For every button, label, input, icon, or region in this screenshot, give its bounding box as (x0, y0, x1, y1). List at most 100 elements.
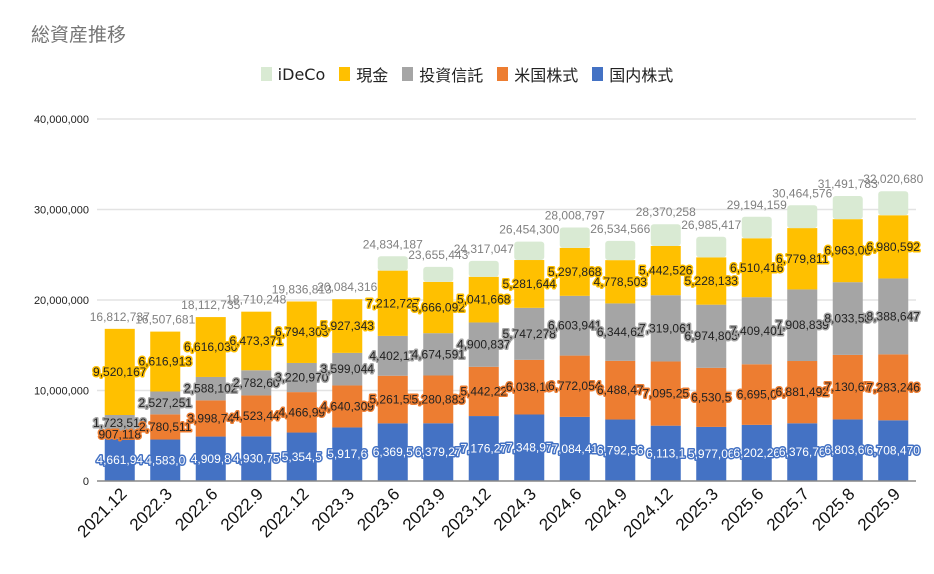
data-label: 6,379,27 (415, 445, 462, 459)
total-label: 26,534,566 (590, 222, 650, 236)
x-tick-label: 2025.9 (854, 484, 904, 534)
data-label: 6,803,66 (824, 443, 871, 457)
data-label: 4,523,44 (233, 409, 280, 423)
bar-segment (605, 419, 636, 481)
legend-item-ideco[interactable]: iDeCo (260, 62, 325, 86)
y-tick-label: 10,000,000 (34, 386, 89, 398)
legend-swatch-cash (339, 67, 351, 81)
bar-segment (605, 303, 636, 361)
bar-segment (195, 317, 226, 377)
x-tick-label: 2024.6 (535, 484, 585, 534)
bar-segment (741, 364, 772, 425)
bar-segment (377, 375, 408, 424)
total-label: 20,084,316 (317, 280, 377, 294)
bar-segment (241, 395, 272, 437)
bar-segment (650, 425, 681, 481)
data-label: 3,998,74 (187, 411, 234, 425)
data-label: 2,780,511 (139, 420, 192, 434)
bar-segment (514, 414, 545, 481)
bar-segment (332, 385, 363, 428)
data-label: 4,640,309 (321, 399, 375, 413)
bar-segment (241, 436, 272, 481)
data-label: 4,674,591 (412, 347, 466, 361)
data-label: 6,369,5 (373, 445, 413, 459)
data-label: 7,212,727 (366, 296, 420, 310)
data-label: 6,772,054 (548, 379, 602, 393)
x-tick-label: 2024.12 (620, 484, 677, 541)
data-label: 6,473,371 (230, 334, 284, 348)
data-label: 6,344,62 (597, 325, 644, 339)
chart-title: 総資産推移 (31, 24, 127, 46)
x-tick-label: 2022.3 (126, 484, 176, 534)
bar-segment (832, 195, 863, 220)
bar-segment (514, 307, 545, 360)
bar-segment (377, 335, 408, 376)
legend-item-mutual-funds[interactable]: 投資信託 (402, 62, 483, 86)
bar-segment (696, 367, 727, 427)
x-tick-label: 2022.6 (171, 484, 221, 534)
x-tick-label: 2025.6 (717, 484, 767, 534)
bar-segment (286, 432, 317, 481)
bar-segment (559, 416, 590, 481)
data-label: 4,466,99 (278, 405, 325, 419)
y-tick-label: 0 (83, 476, 89, 488)
data-label: 5,442,526 (639, 264, 693, 278)
legend-swatch-us-stocks (497, 67, 509, 81)
data-label: 4,909,8 (191, 452, 231, 466)
bar-segment (468, 366, 499, 417)
bar-segment (332, 427, 363, 481)
data-label: 6,038,16 (506, 380, 553, 394)
data-label: 4,930,75 (233, 452, 280, 466)
bar-segment (241, 311, 272, 371)
data-label: 7,084,41 (551, 442, 598, 456)
total-label: 16,507,681 (135, 313, 195, 327)
bar-segment (741, 238, 772, 298)
bar-segment (696, 426, 727, 481)
x-tick-label: 2023.3 (308, 484, 358, 534)
bar-segment (559, 295, 590, 356)
legend-swatch-jp-stocks (592, 67, 604, 81)
bar-segment (468, 260, 499, 277)
data-label: 7,348,97 (506, 441, 553, 455)
data-label: 7,095,25 (642, 387, 689, 401)
data-label: 6,792,56 (597, 443, 644, 457)
bar-segment (878, 420, 909, 481)
data-label: 4,900,837 (457, 338, 511, 352)
bar-segment (423, 423, 454, 481)
data-label: 6,603,941 (548, 319, 602, 333)
legend-item-jp-stocks[interactable]: 国内株式 (592, 62, 673, 86)
bar-segment (423, 375, 454, 424)
data-label: 6,708,470 (867, 444, 921, 458)
bar-segment (241, 370, 272, 396)
bar-segment (832, 282, 863, 355)
total-label: 32,020,680 (863, 172, 923, 186)
total-label: 24,834,187 (363, 237, 423, 251)
bar-segment (195, 436, 226, 481)
bar-segment (377, 423, 408, 481)
data-label: 5,747,278 (503, 327, 557, 341)
data-label: 4,402,17 (369, 349, 416, 363)
bar-segment (650, 361, 681, 426)
bar-segment (605, 360, 636, 420)
y-tick-label: 30,000,000 (34, 205, 89, 217)
bar-segment (104, 415, 135, 431)
bar-segment (787, 205, 818, 229)
legend-item-cash[interactable]: 現金 (339, 62, 388, 86)
bar-segment (559, 227, 590, 248)
legend-item-us-stocks[interactable]: 米国株式 (497, 62, 578, 86)
data-label: 4,778,503 (594, 275, 648, 289)
bar-segment (377, 270, 408, 336)
bar-segment (650, 295, 681, 362)
bar-segment (104, 328, 135, 416)
legend-label-jp-stocks: 国内株式 (609, 66, 674, 85)
x-tick-label: 2025.8 (808, 484, 858, 534)
bar-segment (787, 228, 818, 290)
data-label: 7,130,67 (824, 380, 871, 394)
data-label: 2,588,102 (184, 382, 238, 396)
bar-segment (832, 354, 863, 420)
bar-segment (696, 304, 727, 368)
total-label: 24,317,047 (454, 242, 514, 256)
bar-segment (195, 400, 226, 437)
bar-segment (332, 299, 363, 353)
